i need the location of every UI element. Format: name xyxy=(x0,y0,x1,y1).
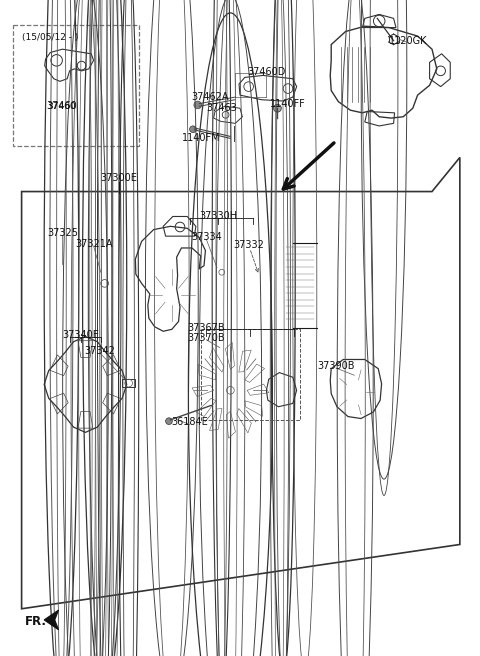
Text: 37332: 37332 xyxy=(233,240,264,251)
Text: 37340E: 37340E xyxy=(62,329,99,340)
Text: 37334: 37334 xyxy=(191,232,222,243)
Text: 37300E: 37300E xyxy=(101,173,137,184)
Circle shape xyxy=(194,101,202,109)
Text: 37390B: 37390B xyxy=(317,361,355,371)
Text: 37342: 37342 xyxy=(84,346,115,356)
Text: 37462A: 37462A xyxy=(192,92,229,102)
Text: 37370B: 37370B xyxy=(188,333,225,344)
Text: 37321A: 37321A xyxy=(75,239,112,249)
Polygon shape xyxy=(44,610,59,630)
Text: 1140FM: 1140FM xyxy=(182,133,221,143)
Text: 37460: 37460 xyxy=(47,102,76,111)
Text: 1140FF: 1140FF xyxy=(270,98,306,109)
Text: 37325: 37325 xyxy=(47,228,78,238)
Text: 37463: 37463 xyxy=(206,102,237,113)
Text: 37460D: 37460D xyxy=(247,67,286,77)
Circle shape xyxy=(274,104,281,112)
Text: FR.: FR. xyxy=(25,615,47,628)
Circle shape xyxy=(190,126,196,133)
Text: 37330H: 37330H xyxy=(199,211,238,222)
Text: (15/05/12 - ): (15/05/12 - ) xyxy=(22,33,78,42)
Circle shape xyxy=(166,418,172,424)
Text: 1120GK: 1120GK xyxy=(389,35,427,46)
Text: 36184E: 36184E xyxy=(171,417,208,428)
Text: 37367B: 37367B xyxy=(188,323,225,333)
Text: 37460: 37460 xyxy=(46,101,77,112)
